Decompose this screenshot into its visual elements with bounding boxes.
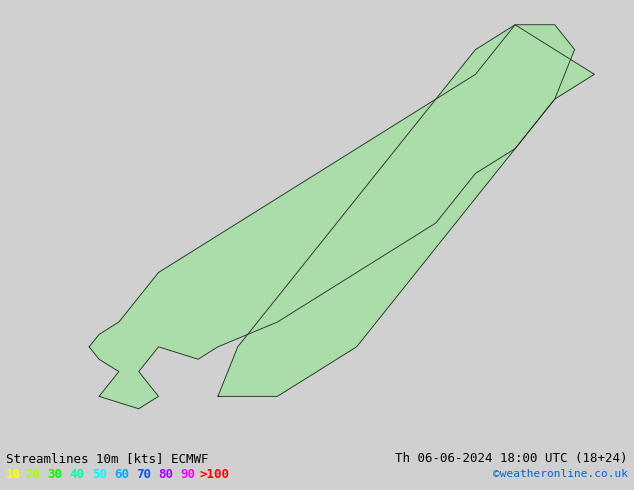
Text: Streamlines 10m [kts] ECMWF: Streamlines 10m [kts] ECMWF — [6, 452, 209, 465]
Text: ©weatheronline.co.uk: ©weatheronline.co.uk — [493, 469, 628, 479]
Text: 90: 90 — [181, 468, 196, 481]
Text: 20: 20 — [25, 468, 41, 481]
Text: 70: 70 — [136, 468, 152, 481]
Text: 50: 50 — [92, 468, 107, 481]
Text: >100: >100 — [200, 468, 230, 481]
Polygon shape — [89, 25, 574, 409]
Text: Th 06-06-2024 18:00 UTC (18+24): Th 06-06-2024 18:00 UTC (18+24) — [395, 452, 628, 465]
Text: 40: 40 — [70, 468, 85, 481]
Text: 60: 60 — [114, 468, 129, 481]
Text: 80: 80 — [158, 468, 174, 481]
Text: 30: 30 — [48, 468, 63, 481]
Text: 10: 10 — [6, 468, 22, 481]
Polygon shape — [218, 25, 595, 396]
